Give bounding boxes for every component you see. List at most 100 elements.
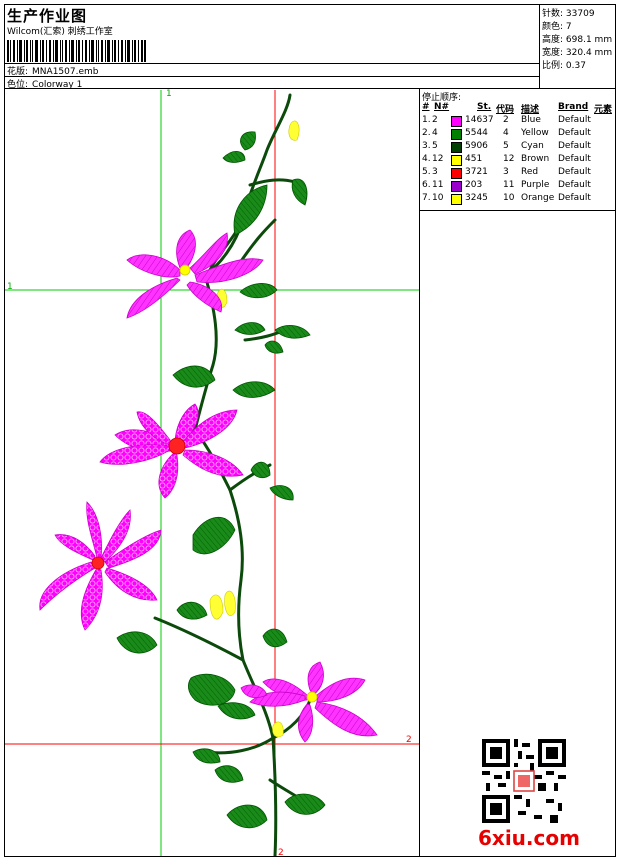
flower-center: [306, 691, 318, 703]
petal: [39, 561, 96, 611]
col-header: 元素: [594, 105, 613, 115]
bud: [272, 721, 284, 738]
cell-desc: Brown: [521, 154, 550, 164]
cell-idx: 6.: [422, 180, 431, 190]
petal: [80, 567, 103, 631]
cell-desc: Cyan: [521, 141, 544, 151]
stat-width: 宽度: 320.4 mm: [542, 45, 612, 58]
cell-brand: Default: [558, 154, 591, 164]
col-header: 描述: [521, 105, 540, 115]
petal: [126, 277, 181, 319]
cell-code: 11: [503, 180, 515, 190]
embroidery-canvas: [5, 90, 419, 856]
header-left: 生产作业图 Wilcom(汇索) 刺绣工作室: [4, 4, 540, 90]
cell-code: 5: [503, 141, 509, 151]
petal: [240, 684, 268, 699]
stat-label: 比例:: [542, 61, 564, 71]
leaf: [264, 340, 284, 354]
cell-desc: Blue: [521, 115, 541, 125]
panel-divider: [419, 211, 420, 857]
bud: [224, 590, 236, 616]
cell-idx: 5.: [422, 167, 431, 177]
design-value: MNA1507.emb: [32, 67, 99, 77]
petal: [316, 677, 366, 703]
stat-value: 698.1 mm: [565, 35, 613, 45]
flower-top: [126, 229, 264, 319]
company-name: Wilcom(汇索) 刺绣工作室: [7, 27, 113, 37]
leaf: [187, 673, 236, 706]
petal: [100, 509, 131, 563]
petal: [126, 254, 181, 278]
stat-label: 宽度:: [542, 48, 564, 58]
cell-code: 10: [503, 193, 515, 203]
divider: [4, 63, 540, 64]
col-header: Brand: [558, 102, 589, 112]
stat-stitches: 针数: 33709: [542, 6, 595, 19]
barcode: [7, 40, 146, 62]
cell-n: 10: [432, 193, 444, 203]
color-swatch: [451, 168, 462, 179]
cell-idx: 1.: [422, 115, 431, 125]
cell-st: 5544: [465, 128, 488, 138]
cell-brand: Default: [558, 141, 591, 151]
cell-brand: Default: [558, 180, 591, 190]
qr-code: [482, 739, 566, 823]
leaf: [172, 365, 216, 388]
petal: [104, 529, 162, 569]
leaf: [284, 793, 326, 815]
leaf: [291, 178, 308, 206]
cell-desc: Purple: [521, 180, 550, 190]
table-row: 3. 5 5906 5 Cyan Default: [420, 141, 617, 154]
cell-brand: Default: [558, 193, 591, 203]
cell-n: 12: [432, 154, 444, 164]
leaf: [269, 485, 294, 501]
stat-label: 针数:: [542, 9, 564, 19]
stat-label: 颜色:: [542, 22, 564, 32]
petal: [158, 451, 179, 499]
petal: [54, 534, 96, 561]
leaf: [239, 283, 278, 299]
divider: [4, 76, 540, 77]
leaf: [192, 516, 236, 555]
leaf: [214, 765, 244, 783]
table-row: 1. 2 14637 2 Blue Default: [420, 115, 617, 128]
stat-value: 7: [565, 22, 572, 32]
leaf: [217, 702, 256, 720]
cell-desc: Yellow: [521, 128, 549, 138]
col-header: St.: [477, 102, 492, 112]
leaf: [234, 322, 266, 335]
stat-scale: 比例: 0.37: [542, 58, 586, 71]
leaf: [192, 748, 221, 764]
petal: [307, 661, 324, 696]
cell-idx: 7.: [422, 193, 431, 203]
flower-bottom: [240, 661, 378, 743]
buds: [209, 120, 300, 738]
cell-st: 203: [465, 180, 483, 190]
cell-idx: 3.: [422, 141, 431, 151]
bud: [288, 120, 300, 141]
red-guide-label-right: 2: [406, 735, 412, 745]
cell-idx: 2.: [422, 128, 431, 138]
cell-code: 12: [503, 154, 515, 164]
flower-center: [168, 437, 186, 455]
petal: [182, 449, 244, 477]
stat-value: 0.37: [565, 61, 586, 71]
leaf: [226, 804, 268, 829]
leaf: [116, 631, 158, 654]
stop-sequence-panel: 停止顺序: # N# St. 代码 描述 Brand 元素 1. 2 14637 2 B…: [419, 89, 616, 211]
petal: [182, 409, 238, 449]
petal: [298, 703, 314, 743]
bud: [209, 594, 224, 620]
petal: [136, 411, 171, 446]
color-swatch: [451, 155, 462, 166]
cell-code: 4: [503, 128, 509, 138]
design-label: 花版:: [7, 67, 29, 77]
leaf: [233, 184, 268, 236]
table-row: 4. 12 451 12 Brown Default: [420, 154, 617, 167]
flower-middle: [99, 403, 244, 499]
cell-brand: Default: [558, 128, 591, 138]
leaf: [222, 151, 246, 163]
stat-value: 33709: [565, 9, 595, 19]
color-swatch: [451, 194, 462, 205]
cell-st: 451: [465, 154, 483, 164]
